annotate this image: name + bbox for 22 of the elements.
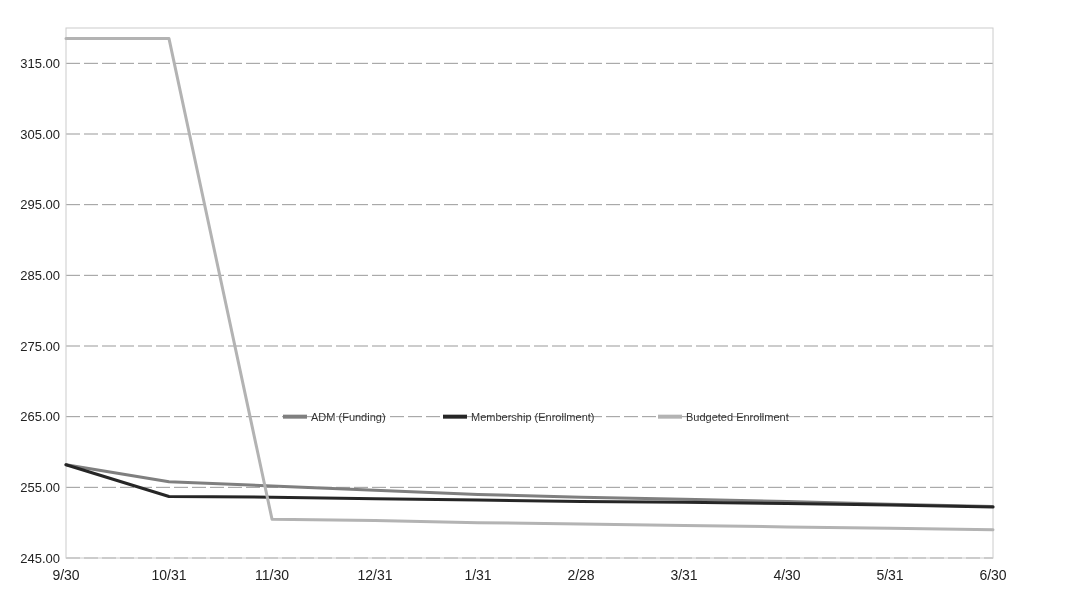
legend-label: Budgeted Enrollment bbox=[686, 410, 789, 423]
legend-label: Membership (Enrollment) bbox=[471, 410, 595, 423]
x-tick-label: 12/31 bbox=[357, 567, 393, 583]
y-tick-label: 295.00 bbox=[20, 197, 60, 213]
x-tick-label: 1/31 bbox=[464, 567, 492, 583]
line-series bbox=[64, 37, 995, 532]
x-tick-label: 4/30 bbox=[773, 567, 801, 583]
x-tick-label: 5/31 bbox=[876, 567, 904, 583]
x-tick-label: 9/30 bbox=[52, 567, 80, 583]
legend-label: ADM (Funding) bbox=[311, 410, 386, 423]
x-tick-label: 11/30 bbox=[255, 567, 290, 583]
x-tick-label: 3/31 bbox=[670, 567, 698, 583]
x-tick-label: 10/31 bbox=[151, 567, 187, 583]
y-tick-label: 285.00 bbox=[20, 267, 60, 283]
y-tick-label: 305.00 bbox=[20, 126, 60, 142]
y-tick-label: 315.00 bbox=[20, 55, 60, 71]
y-tick-label: 245.00 bbox=[20, 550, 60, 566]
y-tick-label: 275.00 bbox=[20, 338, 60, 354]
y-tick-label: 265.00 bbox=[20, 409, 60, 425]
y-tick-label: 255.00 bbox=[20, 479, 60, 495]
x-tick-label: 2/28 bbox=[567, 567, 595, 583]
x-tick-label: 6/30 bbox=[979, 567, 1007, 583]
